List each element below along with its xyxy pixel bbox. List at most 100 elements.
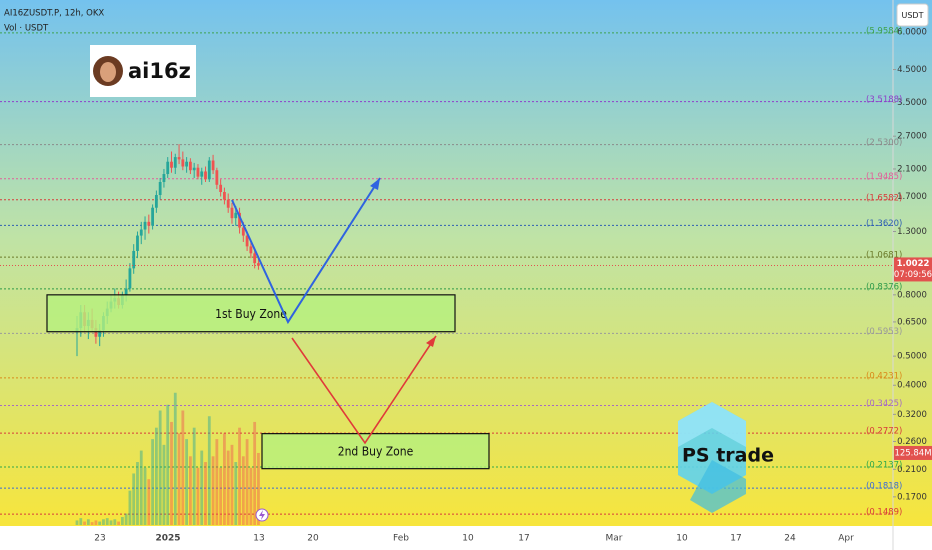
candle-body [98, 330, 102, 337]
x-tick-label: Apr [838, 534, 854, 544]
volume-bar [132, 473, 136, 525]
currency-label[interactable]: USDT [902, 11, 924, 20]
y-tick-label: 0.6500 [897, 317, 927, 327]
volume-marker [894, 445, 932, 460]
candle-body [147, 221, 151, 226]
current-price-label: 1.0022 [897, 259, 930, 269]
candle-body [257, 263, 260, 266]
y-tick-label: 0.2600 [897, 437, 927, 447]
volume-bar [139, 450, 143, 525]
candle-body [245, 235, 249, 247]
volume-bar [109, 520, 113, 525]
candle-body [219, 184, 223, 192]
candle-body [204, 171, 207, 180]
y-tick-label: 0.2100 [897, 465, 927, 475]
candle-body [158, 182, 162, 195]
y-tick-label: 4.5000 [897, 65, 927, 75]
currency-button[interactable] [896, 3, 929, 27]
volume-bar [170, 421, 173, 525]
fib-level-label: (0.8376) [866, 282, 902, 292]
candle-body [200, 171, 204, 177]
logo-text: ai16z [128, 59, 191, 83]
fib-level-label: (1.0681) [866, 251, 902, 261]
candle-body [124, 288, 128, 295]
y-tick-label: 1.7000 [897, 192, 927, 202]
volume-bar [177, 433, 181, 525]
candle-body [151, 207, 154, 226]
candle-body [223, 191, 226, 200]
y-tick-label: 3.5000 [897, 98, 927, 108]
candle-body [136, 235, 139, 251]
blue-path-arrow [231, 177, 381, 325]
x-tick-label: Mar [606, 534, 623, 544]
volume-bar [117, 521, 120, 525]
volume-bar [211, 456, 215, 525]
x-tick-label: 10 [462, 534, 474, 544]
candle-body [207, 160, 211, 180]
arrow-head [426, 336, 436, 347]
volume-bar [196, 467, 200, 525]
y-tick-label: 0.5000 [897, 352, 927, 362]
y-tick-label: 1.3000 [897, 227, 927, 237]
volume-bar [158, 410, 162, 525]
x-axis-panel [0, 526, 932, 550]
candle-body [189, 161, 192, 171]
candle-body [132, 250, 136, 269]
volume-bar [113, 519, 117, 525]
fib-level-label: (0.4231) [866, 371, 902, 381]
volume-bar [230, 444, 234, 525]
volume-bar [86, 519, 90, 525]
buy-zone [261, 433, 490, 470]
volume-bar [223, 433, 226, 525]
y-tick-label: 0.1700 [897, 492, 927, 502]
x-tick-label: Feb [393, 534, 409, 544]
candle-body [181, 159, 185, 167]
volume-bar [253, 421, 257, 525]
fib-level-label: (0.2137) [866, 461, 902, 471]
candle-body [192, 167, 196, 171]
current-price-marker [894, 257, 932, 282]
levels-layer: 6.0000 4.5000 3.5000 2.7000 2.1000 1.7000 1.30… [0, 26, 927, 544]
volume-bar [181, 410, 185, 525]
ps-logo-facet [678, 402, 746, 447]
volume-bar [215, 439, 219, 525]
y-tick-label: 6.0000 [897, 28, 927, 38]
volume-bar [166, 404, 170, 525]
buy-zone-label: 1st Buy Zone [215, 307, 287, 321]
candle-body [139, 229, 143, 236]
candle-body [166, 161, 170, 175]
candle-body [196, 167, 200, 177]
fib-level-label: (1.6582) [866, 193, 902, 203]
fib-level-label: (0.1818) [866, 482, 902, 492]
volume-bar [128, 490, 132, 525]
volume-bar [105, 518, 109, 525]
x-tick-label: 17 [518, 534, 529, 544]
volume-bar [90, 522, 94, 525]
candle-body [253, 253, 257, 264]
x-tick-label: 2025 [155, 534, 180, 544]
volume-bar [200, 450, 204, 525]
candle-body [249, 246, 253, 254]
countdown-label: 07:09:56 [894, 270, 932, 280]
volume-bar [192, 427, 196, 525]
fib-level-label: (5.9584) [866, 26, 902, 36]
y-tick-label: 0.4000 [897, 381, 927, 391]
ps-logo-facet [690, 460, 746, 513]
candle-body [211, 160, 215, 171]
volume-bar [162, 444, 166, 525]
volume-bar [75, 520, 79, 525]
volume-bar [219, 467, 223, 525]
candle-body [173, 157, 177, 168]
fib-level-label: (2.5300) [866, 138, 902, 148]
candle-body [143, 221, 147, 230]
candle-body [215, 170, 219, 185]
fib-level-label: (0.3425) [866, 399, 902, 409]
y-tick-label: 0.3200 [897, 410, 927, 420]
volume-bar [147, 479, 151, 525]
volume-bar [241, 456, 245, 525]
volume-bar [207, 416, 211, 525]
candle-body [128, 268, 132, 289]
volume-bar [173, 392, 177, 525]
